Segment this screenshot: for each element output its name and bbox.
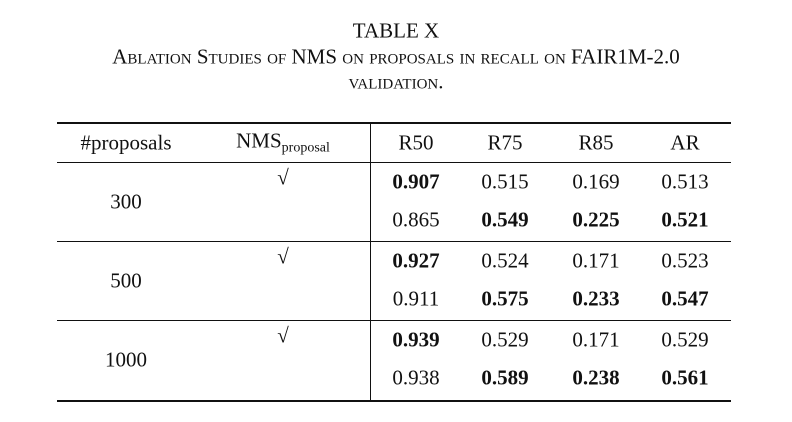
value-cell: 0.523 (661, 248, 709, 273)
proposals-cell: 500 (110, 268, 142, 293)
header-sub: proposal (281, 140, 330, 156)
value-cell: 0.238 (572, 365, 620, 390)
caption-line: validation. (348, 69, 444, 94)
proposals-cell: 1000 (105, 347, 147, 372)
header-cell: R75 (487, 130, 523, 155)
value-cell: 0.233 (572, 286, 620, 311)
top-rule (57, 122, 731, 124)
value-cell: 0.169 (572, 169, 620, 194)
value-cell: 0.521 (661, 207, 709, 232)
value-cell: 0.529 (661, 327, 709, 352)
value-cell: 0.907 (392, 169, 440, 194)
value-cell: 0.927 (392, 248, 440, 273)
value-cell: 0.865 (392, 207, 440, 232)
header-cell: R50 (398, 130, 434, 155)
header-rule (57, 162, 731, 163)
value-cell: 0.939 (392, 327, 440, 352)
group-rule (57, 241, 731, 242)
header-cell: #proposals (80, 130, 172, 155)
check-cell: √ (277, 323, 289, 348)
value-cell: 0.911 (392, 286, 440, 311)
value-cell: 0.225 (572, 207, 620, 232)
check-cell: √ (277, 244, 289, 269)
column-rule (370, 122, 371, 402)
header-cell: NMSproposal (236, 128, 330, 156)
value-cell: 0.524 (481, 248, 529, 273)
caption-line: Ablation Studies of NMS on proposals in … (112, 44, 680, 69)
value-cell: 0.171 (572, 327, 620, 352)
value-cell: 0.547 (661, 286, 709, 311)
value-cell: 0.561 (661, 365, 709, 390)
table-number: TABLE X (352, 18, 440, 43)
value-cell: 0.513 (661, 169, 709, 194)
check-cell: √ (277, 165, 289, 190)
value-cell: 0.529 (481, 327, 529, 352)
bottom-rule (57, 400, 731, 402)
header-cell: AR (670, 130, 700, 155)
value-cell: 0.589 (481, 365, 529, 390)
header-main: NMS (236, 128, 282, 153)
value-cell: 0.171 (572, 248, 620, 273)
value-cell: 0.515 (481, 169, 529, 194)
value-cell: 0.575 (481, 286, 529, 311)
proposals-cell: 300 (110, 189, 142, 214)
value-cell: 0.549 (481, 207, 529, 232)
header-cell: R85 (578, 130, 614, 155)
value-cell: 0.938 (392, 365, 440, 390)
group-rule (57, 320, 731, 321)
